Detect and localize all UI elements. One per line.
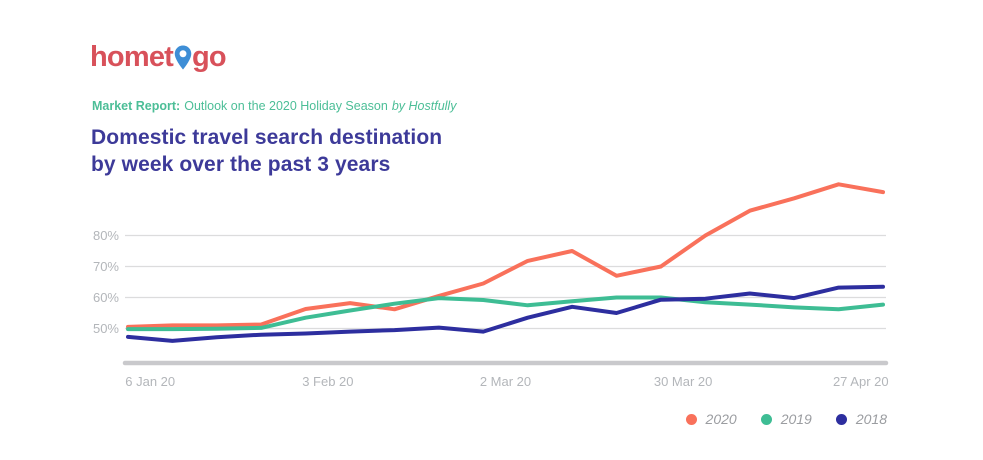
page-title-line2: by week over the past 3 years [91, 153, 391, 176]
hometogo-logo: homet go [90, 40, 227, 74]
y-tick-80: 80% [93, 228, 119, 243]
page-title-line1: Domestic travel search destination [91, 126, 443, 149]
legend-dot-2019 [760, 413, 772, 425]
legend-item-2020: 2020 [685, 411, 737, 427]
logo-text-left: homet [90, 41, 174, 73]
page-title: Domestic travel search destination by we… [91, 124, 442, 178]
x-tick-30-Mar-20: 30 Mar 20 [654, 374, 713, 389]
legend-label-2020: 2020 [705, 411, 737, 427]
x-tick-3-Feb-20: 3 Feb 20 [302, 374, 353, 389]
map-pin-icon [174, 44, 192, 71]
x-tick-6-Jan-20: 6 Jan 20 [125, 374, 175, 389]
legend-dot-2018 [835, 413, 847, 425]
legend-dot-2020 [685, 413, 697, 425]
report-subtitle-italic: by Hostfully [391, 99, 457, 113]
x-tick-27-Apr-20: 27 Apr 20 [833, 374, 889, 389]
legend-label-2019: 2019 [780, 411, 812, 427]
legend-item-2019: 2019 [760, 411, 812, 427]
line-chart: 50% 60% 70% 80% 6 Jan 20 3 Feb 20 2 Mar 20 30 M… [88, 172, 920, 397]
y-tick-50: 50% [93, 321, 119, 336]
y-tick-60: 60% [93, 290, 119, 305]
series-line-2019 [126, 295, 885, 332]
legend-label-2018: 2018 [855, 411, 887, 427]
report-subtitle-regular: Outlook on the 2020 Holiday Season [184, 99, 388, 113]
chart-legend: 2020 2019 2018 [685, 411, 887, 427]
logo-text-right: go [192, 41, 227, 73]
y-tick-70: 70% [93, 259, 119, 274]
x-tick-2-Mar-20: 2 Mar 20 [480, 374, 531, 389]
series-line-2020 [126, 182, 885, 329]
legend-item-2018: 2018 [835, 411, 887, 427]
series-line-2018 [126, 284, 885, 343]
report-subtitle-bold: Market Report: [92, 99, 181, 113]
line-chart-svg: 50% 60% 70% 80% 6 Jan 20 3 Feb 20 2 Mar 20 30 M… [93, 182, 889, 389]
report-subtitle: Market Report: Outlook on the 2020 Holida… [92, 98, 456, 114]
